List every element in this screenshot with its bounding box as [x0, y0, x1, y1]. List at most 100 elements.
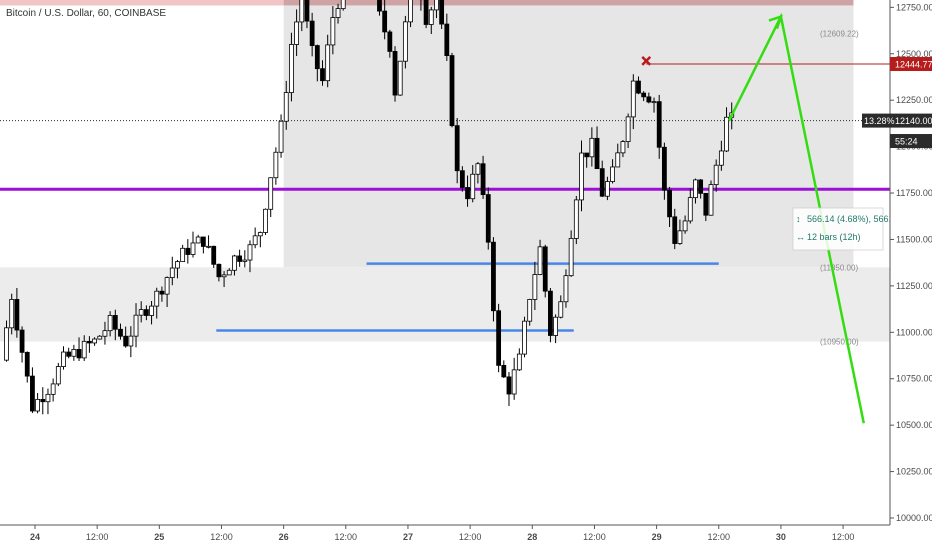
candle: [387, 29, 393, 58]
candle: [4, 320, 9, 362]
candle: [185, 239, 191, 264]
candle: [24, 351, 30, 383]
candle: [232, 254, 237, 276]
measure-bar-count: 12 bars (12h): [807, 232, 861, 242]
candle: [522, 316, 527, 358]
candle: [149, 300, 154, 325]
svg-text:55:24: 55:24: [895, 137, 918, 147]
candle: [656, 94, 662, 159]
x-tick-label: 30: [776, 532, 786, 542]
candle: [610, 159, 615, 184]
candle: [107, 311, 113, 337]
candle: [579, 140, 584, 212]
candle: [573, 195, 579, 245]
x-tick-label: 28: [527, 532, 537, 542]
candle: [641, 91, 647, 102]
candle: [102, 321, 108, 345]
candle: [537, 239, 543, 276]
overlay-layer: (13868.44)(12609.22)(11350.00)(10950.00)…: [641, 12, 899, 424]
svg-text:12140.00: 12140.00: [895, 116, 932, 126]
candle: [335, 3, 341, 24]
candle: [434, 0, 439, 19]
candle: [708, 180, 714, 216]
candle: [294, 9, 300, 57]
candle: [320, 60, 325, 86]
candle: [698, 179, 704, 199]
candle: [423, 0, 429, 29]
candle: [439, 0, 445, 30]
zone-grey-upper: [283, 5, 854, 268]
candle: [615, 143, 621, 168]
y-tick-label: 10500.00: [896, 420, 932, 430]
candle: [257, 231, 263, 248]
candle: [299, 0, 305, 32]
candle: [661, 142, 667, 200]
candle: [128, 326, 134, 358]
candle: [636, 76, 641, 95]
candle: [40, 387, 46, 415]
candle: [247, 240, 253, 273]
x-tick-label: 29: [652, 532, 662, 542]
candle: [687, 188, 693, 224]
candle: [454, 118, 460, 184]
candle: [485, 187, 491, 250]
candle: [268, 177, 274, 218]
candle: [221, 271, 227, 288]
candle: [30, 367, 35, 414]
candle: [506, 371, 512, 406]
y-tick-label: 12250.00: [896, 95, 932, 105]
sell-x-marker: [641, 56, 652, 66]
candle: [242, 250, 248, 268]
candle: [568, 230, 574, 277]
candle: [14, 288, 20, 338]
candle: [273, 147, 279, 185]
candle: [123, 326, 129, 348]
candle: [200, 236, 206, 254]
measure-icon: ↕: [796, 214, 801, 224]
candle: [548, 287, 553, 343]
candle: [511, 357, 517, 400]
time-axis-bg[interactable]: [0, 525, 932, 550]
x-tick-label: 12:00: [583, 532, 606, 542]
candle: [314, 44, 320, 82]
x-tick-label: 26: [279, 532, 289, 542]
candle: [703, 192, 709, 222]
candle: [50, 378, 56, 402]
candle: [465, 175, 470, 207]
candle: [496, 303, 502, 373]
candle: [180, 244, 186, 263]
candle: [589, 127, 595, 167]
measure-price-change: 566.14 (4.68%), 56614: [807, 214, 899, 224]
candle: [584, 152, 590, 168]
candle: [164, 276, 170, 307]
zone-price-label: (11350.00): [820, 263, 858, 272]
candle: [61, 346, 66, 370]
candle: [402, 15, 408, 69]
candle: [428, 6, 434, 35]
candle: [501, 360, 507, 379]
candle: [237, 249, 243, 267]
candle: [672, 208, 678, 250]
y-tick-label: 11750.00: [896, 188, 932, 198]
bars-icon: ↔: [796, 232, 805, 242]
candle: [138, 301, 144, 323]
candle: [55, 362, 61, 387]
candle: [527, 298, 533, 326]
candle: [397, 60, 403, 96]
price-tag: 12444.77: [890, 57, 932, 72]
x-tick-label: 24: [30, 532, 40, 542]
price-axis-bg[interactable]: [890, 0, 932, 550]
candle: [646, 92, 652, 104]
chart-title: Bitcoin / U.S. Dollar, 60, COINBASE: [6, 8, 166, 19]
candle: [418, 0, 424, 11]
candle: [169, 256, 175, 286]
candle: [330, 6, 336, 55]
candle: [9, 293, 15, 335]
candle: [76, 337, 82, 361]
candle: [553, 314, 558, 344]
x-tick-label: 12:00: [707, 532, 730, 542]
candle: [97, 335, 103, 340]
